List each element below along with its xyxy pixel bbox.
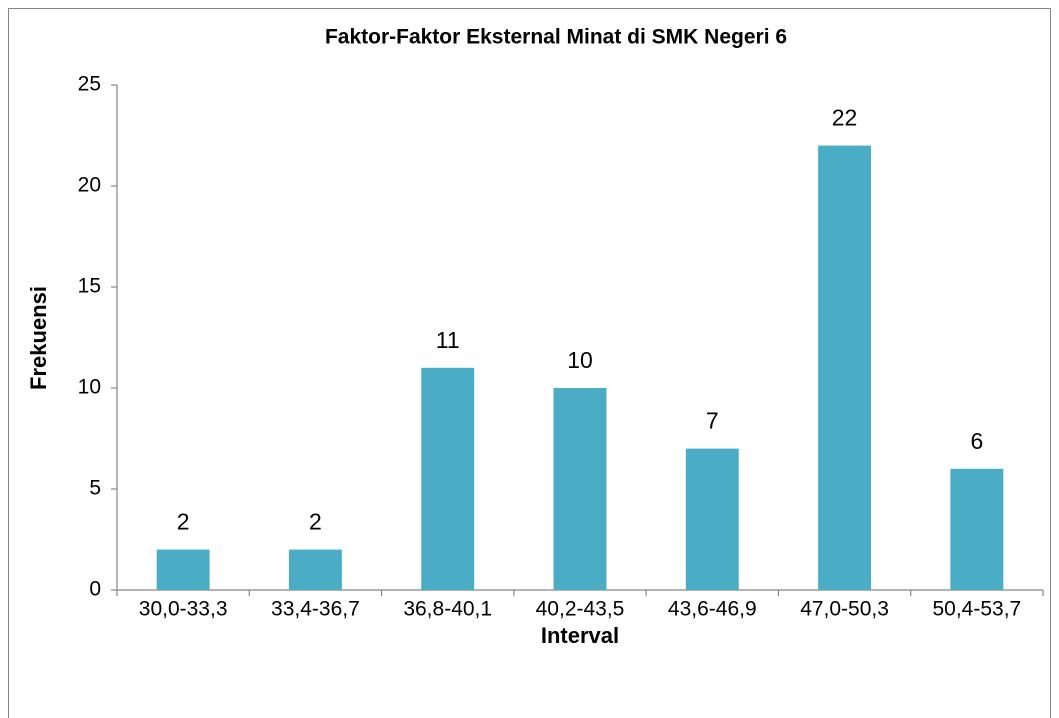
data-label: 10	[567, 347, 593, 373]
bar	[553, 388, 607, 590]
bar	[950, 468, 1004, 590]
data-label: 11	[436, 327, 460, 353]
bar	[421, 367, 475, 590]
bar	[288, 549, 342, 590]
y-tick-label: 5	[89, 477, 101, 500]
bar	[156, 549, 210, 590]
y-tick-label: 15	[78, 275, 101, 298]
data-label: 6	[970, 428, 983, 454]
x-tick-label: 40,2-43,5	[536, 598, 625, 621]
y-tick-label: 20	[78, 174, 101, 197]
y-axis-title: Frekuensi	[26, 286, 51, 390]
data-label: 2	[177, 509, 190, 535]
chart-border	[8, 8, 1051, 718]
chart-title: Faktor-Faktor Eksternal Minat di SMK Neg…	[325, 26, 787, 49]
x-tick-label: 33,4-36,7	[271, 598, 360, 621]
data-label: 7	[706, 408, 719, 434]
x-tick-label: 36,8-40,1	[403, 598, 492, 621]
bar	[818, 145, 872, 590]
x-tick-label: 50,4-53,7	[932, 598, 1021, 621]
x-tick-label: 43,6-46,9	[668, 598, 757, 621]
y-tick-label: 25	[78, 73, 101, 96]
x-tick-label: 30,0-33,3	[139, 598, 228, 621]
y-tick-label: 10	[78, 376, 101, 399]
data-label: 22	[832, 105, 858, 131]
y-tick-label: 0	[89, 578, 101, 601]
data-label: 2	[309, 509, 322, 535]
x-tick-label: 47,0-50,3	[800, 598, 889, 621]
x-axis-title: Interval	[541, 623, 619, 648]
bar	[685, 448, 739, 590]
